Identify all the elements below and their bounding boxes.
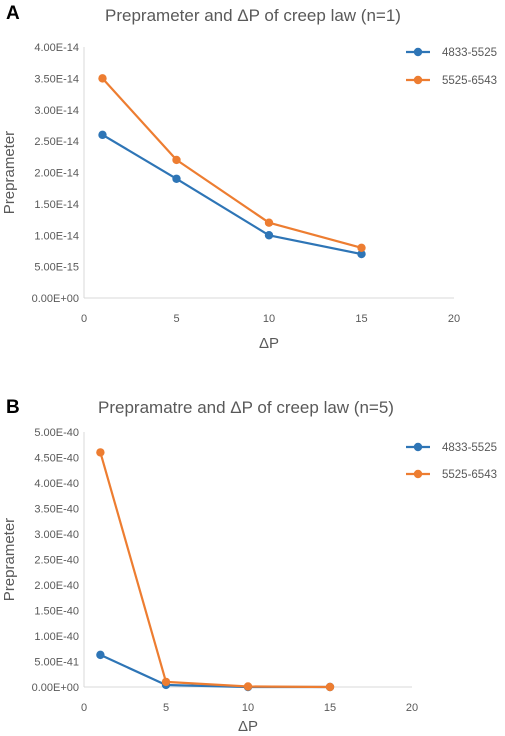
y-tick-label: 3.50E-14	[34, 73, 79, 85]
data-point	[264, 231, 274, 240]
series-line-5525-6543	[101, 77, 362, 249]
chart-a: Preprameter and ΔP of creep law (n=1) 0.0…	[1, 6, 497, 352]
x-tick-label: 5	[173, 313, 179, 325]
legend-marker	[413, 442, 423, 452]
data-point	[161, 677, 171, 687]
x-tick-label: 15	[324, 702, 336, 714]
panel-letter-b: B	[6, 397, 20, 418]
chart-title: Prepramatre and ΔP of creep law (n=5)	[98, 398, 394, 417]
y-tick-label: 4.50E-40	[34, 453, 79, 465]
x-tick-label: 5	[163, 702, 169, 714]
x-tick-label: 10	[242, 702, 254, 714]
x-tick-label: 0	[81, 702, 87, 714]
y-tick-label: 4.00E-40	[34, 478, 79, 490]
chart-title: Preprameter and ΔP of creep law (n=1)	[105, 6, 401, 25]
legend-entry: 5525-6543	[406, 469, 497, 481]
y-tick-label: 4.00E-14	[34, 42, 79, 54]
legend-marker	[413, 469, 423, 479]
y-tick-label: 1.50E-14	[34, 199, 79, 211]
data-point	[325, 682, 335, 692]
chart-b: Prepramatre and ΔP of creep law (n=5) 0.0…	[1, 398, 497, 735]
data-point	[98, 74, 107, 83]
y-tick-label: 3.50E-40	[34, 504, 79, 516]
y-tick-label: 1.00E-40	[34, 631, 79, 643]
y-tick-label: 3.00E-14	[34, 105, 79, 117]
data-point	[172, 174, 181, 183]
data-point	[172, 155, 181, 165]
legend-entry: 4833-5525	[406, 47, 497, 59]
legend-label: 4833-5525	[442, 442, 497, 454]
y-tick-label: 2.00E-14	[34, 168, 79, 180]
x-tick-label: 0	[81, 313, 87, 325]
data-point	[357, 243, 366, 252]
y-tick-label: 2.00E-40	[34, 580, 79, 592]
x-axis-label: ΔP	[238, 718, 258, 735]
series-line-4833-5525	[99, 653, 330, 689]
data-point	[96, 650, 105, 660]
legend-label: 5525-6543	[442, 469, 497, 481]
legend-marker	[413, 47, 423, 57]
legend-entry: 5525-6543	[406, 75, 497, 87]
legend-entry: 4833-5525	[406, 442, 497, 454]
panel-letter-a: A	[6, 3, 20, 24]
x-tick-label: 15	[355, 313, 367, 325]
y-tick-label: 5.00E-15	[34, 262, 79, 274]
data-point	[96, 448, 105, 457]
data-point	[264, 218, 274, 227]
y-axis-label: Preprameter	[1, 131, 18, 214]
data-point	[98, 130, 107, 140]
series-line-4833-5525	[101, 133, 362, 256]
y-tick-label: 1.00E-14	[34, 230, 79, 242]
y-tick-label: 2.50E-40	[34, 555, 79, 567]
x-tick-label: 10	[263, 313, 275, 325]
x-tick-label: 20	[448, 313, 460, 325]
y-axis-label: Preprameter	[1, 518, 18, 601]
x-axis-label: ΔP	[259, 335, 279, 352]
legend-label: 4833-5525	[442, 47, 497, 59]
y-tick-label: 1.50E-40	[34, 606, 79, 618]
y-tick-label: 5.00E-40	[34, 427, 79, 439]
y-tick-label: 0.00E+00	[32, 293, 79, 305]
y-tick-label: 2.50E-14	[34, 136, 79, 148]
data-point	[243, 682, 253, 691]
y-tick-label: 3.00E-40	[34, 529, 79, 541]
legend-label: 5525-6543	[442, 75, 497, 87]
y-tick-label: 0.00E+00	[32, 682, 79, 694]
series-line-5525-6543	[99, 452, 331, 689]
y-tick-label: 5.00E-41	[34, 657, 79, 669]
x-tick-label: 20	[406, 702, 418, 714]
legend-marker	[413, 75, 423, 85]
data-point	[357, 249, 366, 259]
